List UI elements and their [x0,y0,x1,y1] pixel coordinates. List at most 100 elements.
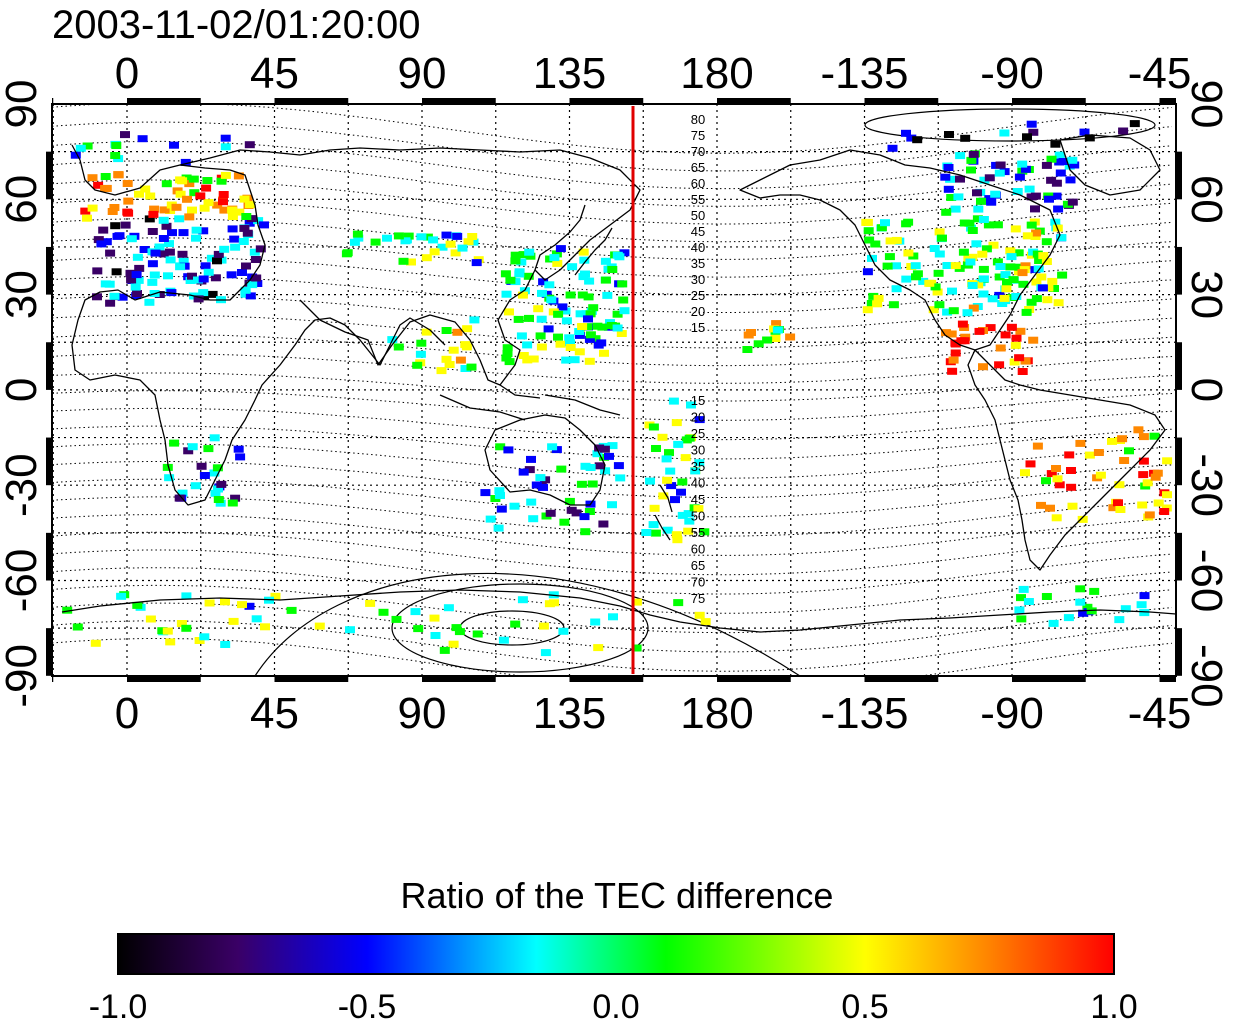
tec-cell [543,325,554,333]
tec-cell [1030,192,1041,200]
tec-cell [370,238,381,246]
tec-cell [972,215,983,223]
contour-line [52,620,1173,672]
tec-cell [973,281,984,289]
tec-cell [584,335,595,343]
tec-cell [237,269,247,276]
tec-cell [590,618,601,626]
tec-cell [884,253,895,261]
tec-cell [574,328,585,335]
tec-cell [504,358,515,366]
tec-cell [616,330,627,337]
tec-cell [188,175,199,183]
tec-cell [134,264,145,272]
colorbar [117,933,1115,975]
tec-cell [943,185,954,193]
tec-cell [116,592,127,600]
tec-cell [662,476,673,484]
tec-cell [668,397,679,405]
bottom-axis-segment [422,676,496,682]
tec-cell [932,288,943,296]
right-tick-label: 0 [1182,378,1231,402]
tec-cell [509,502,520,510]
tec-cell [947,367,958,375]
tec-cell [686,401,696,409]
tec-cell [510,278,521,286]
tec-cell [547,443,558,451]
tec-cell [901,220,912,228]
tec-cell [218,191,229,198]
tec-cell [1022,133,1032,141]
tec-cell [253,217,264,225]
tec-cell [930,283,941,291]
tec-cell [441,327,452,334]
tec-cell [220,598,230,606]
tec-cell [1017,160,1028,168]
tec-cell [522,356,533,364]
tec-cell [762,336,773,344]
tec-cell [1078,609,1089,617]
tec-cell [230,243,241,251]
tec-cell [510,257,521,265]
tec-cell [561,317,572,325]
tec-cell [495,443,506,451]
tec-cell [230,494,241,502]
tec-cell [245,201,255,209]
tec-cell [500,270,511,278]
tec-cell [249,248,260,256]
tec-cell [585,464,596,471]
tec-cell [524,466,535,474]
tec-cell [912,136,923,144]
left-tick-label: -90 [0,644,46,708]
tec-cell [235,453,246,461]
tec-cell [93,236,104,244]
tec-cell [204,599,215,607]
tec-cell [126,235,137,243]
tec-cell [87,174,98,182]
tec-cell [451,624,462,632]
tec-cell [677,511,688,519]
tec-cell [584,277,595,285]
tec-cell [200,262,211,270]
tec-cell [942,308,953,316]
tec-cell [514,270,525,278]
tec-cell [1150,473,1161,481]
tec-cell [1018,585,1029,593]
tec-cell [210,489,221,497]
contour-line [52,602,1173,653]
tec-cell [421,328,432,336]
tec-cell [575,310,586,318]
tec-cell [134,190,144,198]
top-axis-segment [864,98,939,104]
tec-cell [164,240,174,248]
tec-cell [753,340,764,348]
tec-cell [391,615,402,623]
tec-cell [978,216,989,223]
tec-cell [436,367,447,375]
left-axis-segment [46,628,52,676]
tec-cell [592,322,603,330]
tec-cell [694,611,705,619]
colorbar-title: Ratio of the TEC difference [401,875,834,916]
tec-cell [966,166,976,174]
tec-cell [946,194,957,201]
tec-cell [164,474,175,482]
tec-cell [260,623,270,631]
left-tick-label: -30 [0,453,46,517]
tec-cell [147,260,158,268]
tec-cell [525,252,536,260]
tec-cell [662,526,673,534]
tec-cell [1041,258,1052,265]
tec-cell [671,419,682,427]
tec-cell [944,131,954,138]
tec-cell [147,278,158,286]
tec-cell [227,206,238,214]
tec-cell [132,601,143,609]
bottom-tick-label: -90 [980,689,1044,738]
tec-cell [110,222,121,230]
tec-cell [555,340,566,348]
tec-cell [955,152,966,160]
tec-cell [583,293,594,301]
tec-cell [218,198,228,206]
tec-cell [553,310,564,318]
